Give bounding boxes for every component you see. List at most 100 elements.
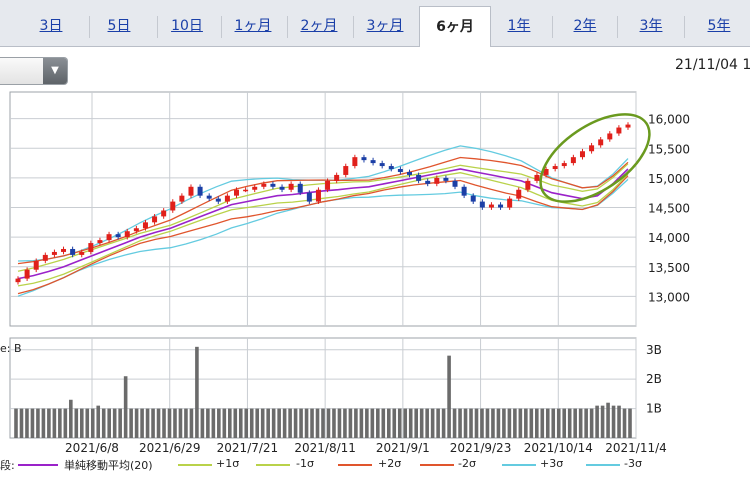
candle-body	[370, 160, 376, 164]
price-tick-label: 14,500	[648, 202, 690, 216]
candle-body	[598, 139, 604, 146]
volume-bar	[622, 408, 627, 438]
candle-body	[288, 183, 294, 190]
candle-body	[106, 234, 112, 241]
chevron-down-icon[interactable]: ▼	[43, 58, 67, 84]
candle-body	[488, 204, 494, 208]
volume-bar	[321, 408, 325, 438]
candle-body	[543, 169, 549, 175]
tab-6m[interactable]: 6ヶ月	[419, 6, 491, 47]
volume-bar	[19, 408, 24, 438]
candle-body	[24, 269, 30, 279]
volume-bar	[228, 408, 232, 438]
volume-bar	[52, 408, 57, 438]
volume-bar	[101, 408, 106, 438]
volume-bar	[96, 405, 101, 438]
tab-3d[interactable]: 3日	[39, 18, 63, 34]
volume-bar	[474, 408, 479, 438]
legend-plus1-label: +1σ	[216, 457, 240, 470]
tab-2y[interactable]: 2年	[573, 18, 597, 34]
volume-bar	[573, 408, 577, 438]
volume-bar	[376, 408, 380, 438]
candle-body	[461, 186, 467, 196]
volume-bar	[480, 408, 484, 438]
volume-bar	[107, 408, 111, 438]
volume-bar	[79, 408, 84, 438]
candle-body	[243, 189, 249, 192]
legend-minus1-label: -1σ	[296, 457, 314, 470]
legend-minus2-swatch	[420, 464, 454, 466]
volume-bar	[392, 408, 397, 438]
candle-body	[352, 157, 358, 167]
volume-bar	[551, 408, 556, 438]
volume-bar	[595, 405, 599, 438]
volume-bar	[85, 408, 90, 438]
volume-bar	[310, 408, 314, 438]
indicator-select[interactable]: ▼	[0, 57, 68, 85]
volume-bar	[200, 408, 205, 438]
price-tick-label: 15,000	[648, 172, 690, 186]
volume-bar	[244, 408, 249, 438]
tab-separator	[221, 16, 222, 38]
x-tick-label: 2021/10/14	[524, 441, 593, 455]
volume-bar	[129, 408, 133, 438]
tab-separator	[684, 16, 685, 38]
band-minus2-line	[17, 175, 629, 295]
volume-bar	[282, 408, 287, 438]
volume-bar	[14, 408, 18, 438]
volume-bar	[414, 408, 418, 438]
candle-body	[170, 201, 176, 211]
volume-bar	[299, 408, 303, 438]
volume-bar	[123, 376, 128, 438]
volume-bar	[58, 408, 62, 438]
candle-body	[197, 186, 203, 196]
candle-body	[397, 169, 403, 172]
volume-bar	[403, 408, 408, 438]
x-tick-label: 2021/11/4	[605, 441, 667, 455]
candle-body	[325, 180, 331, 190]
volume-bar	[447, 355, 451, 438]
tab-3y[interactable]: 3年	[639, 18, 663, 34]
candle-body	[470, 195, 476, 202]
volume-bar	[562, 408, 567, 438]
volume-bar	[288, 408, 292, 438]
candle-body	[416, 174, 422, 181]
tab-separator	[552, 16, 553, 38]
tab-separator	[157, 16, 158, 38]
price-tick-label: 14,000	[648, 231, 690, 245]
tab-1y[interactable]: 1年	[507, 18, 531, 34]
candle-body	[443, 177, 449, 181]
tab-5d[interactable]: 5日	[107, 18, 131, 34]
tab-2m[interactable]: 2ヶ月	[300, 18, 338, 34]
band-minus1-line	[17, 172, 629, 287]
volume-bar	[167, 408, 172, 438]
volume-bar	[195, 346, 199, 438]
price-tick-label: 15,500	[648, 142, 690, 156]
tab-1m[interactable]: 1ヶ月	[234, 18, 272, 34]
volume-bar	[540, 408, 545, 438]
candle-body	[297, 183, 303, 193]
volume-bar	[156, 408, 161, 438]
tab-3m[interactable]: 3ヶ月	[366, 18, 404, 34]
tab-10d[interactable]: 10日	[171, 18, 203, 34]
volume-bar	[332, 408, 336, 438]
volume-bar	[408, 408, 413, 438]
candle-body	[152, 216, 158, 223]
volume-bar	[524, 408, 528, 438]
volume-bar	[545, 408, 550, 438]
candle-body	[434, 177, 440, 184]
legend-minus3-label: -3σ	[624, 457, 642, 470]
tab-5y[interactable]: 5年	[707, 18, 731, 34]
candle-body	[61, 248, 67, 252]
tab-separator	[89, 16, 90, 38]
candle-body	[15, 278, 21, 283]
volume-bar	[304, 408, 309, 438]
candle-body	[616, 127, 622, 134]
candle-body	[406, 171, 412, 175]
volume-bar	[436, 408, 440, 438]
volume-bar	[36, 408, 40, 438]
volume-bar	[206, 408, 210, 438]
candle-body	[570, 157, 576, 164]
volume-bar	[496, 408, 501, 438]
